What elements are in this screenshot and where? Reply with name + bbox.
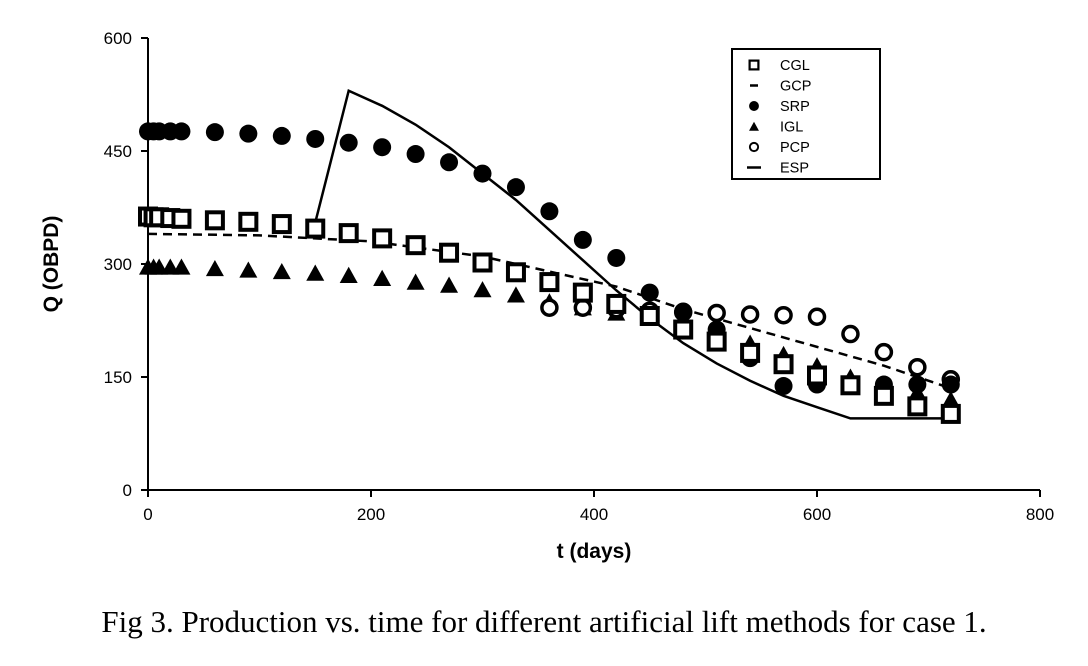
series-igl-point bbox=[406, 273, 425, 290]
legend-box bbox=[731, 48, 881, 180]
legend-marker-cgl bbox=[748, 59, 760, 71]
series-cgl-point bbox=[807, 365, 827, 386]
series-igl-point bbox=[941, 391, 960, 408]
series-srp-point bbox=[640, 283, 659, 302]
series-igl-point bbox=[172, 258, 191, 275]
series-srp-point bbox=[306, 129, 325, 148]
series-cgl-point bbox=[204, 210, 225, 231]
legend-label-igl: IGL bbox=[780, 120, 803, 136]
series-cgl-point bbox=[606, 293, 627, 314]
series-igl-point bbox=[440, 276, 459, 293]
series-cgl-point bbox=[673, 319, 694, 340]
series-pcp-point bbox=[807, 307, 827, 326]
y-tick-label: 450 bbox=[104, 142, 132, 161]
y-tick-label: 600 bbox=[104, 29, 132, 48]
x-tick-label: 0 bbox=[143, 505, 152, 524]
series-gcp-line bbox=[147, 232, 952, 390]
series-srp-point bbox=[941, 375, 960, 394]
x-tick-label: 600 bbox=[803, 505, 831, 524]
series-srp-point bbox=[573, 230, 592, 249]
series-igl-point bbox=[339, 266, 358, 283]
y-axis-title: Q (OBPD) bbox=[40, 216, 63, 313]
series-igl-point bbox=[306, 264, 325, 281]
series-srp-point bbox=[506, 178, 525, 197]
series-srp-point bbox=[373, 138, 392, 157]
series-cgl-point bbox=[505, 262, 526, 283]
series-srp-point bbox=[473, 164, 492, 183]
series-cgl-point bbox=[740, 342, 761, 363]
y-tick-label: 300 bbox=[104, 255, 132, 274]
series-srp-point bbox=[339, 133, 358, 152]
x-axis-title: t (days) bbox=[557, 540, 632, 563]
x-tick-label: 800 bbox=[1026, 505, 1054, 524]
axes: 0 200 400 600 800 0 150 300 450 600 t (days) Q (OBP… bbox=[40, 29, 1054, 563]
series-cgl-point bbox=[539, 272, 560, 293]
series-cgl-point bbox=[639, 305, 660, 326]
series-cgl-point bbox=[271, 214, 292, 235]
series-srp-point bbox=[607, 248, 626, 267]
series-igl-point bbox=[239, 261, 258, 278]
series-cgl-point bbox=[773, 354, 794, 375]
legend-marker-pcp bbox=[748, 141, 760, 153]
x-tick-label: 400 bbox=[580, 505, 608, 524]
legend-marker-igl bbox=[749, 121, 759, 131]
series-igl-point bbox=[272, 262, 291, 280]
series-cgl-point bbox=[439, 242, 460, 263]
legend-marker-srp bbox=[749, 101, 759, 111]
series-gcp bbox=[147, 232, 952, 390]
figure-caption: Fig 3. Production vs. time for different… bbox=[101, 604, 987, 639]
series-srp-point bbox=[172, 122, 191, 141]
series-esp-line bbox=[314, 88, 951, 420]
legend-label-cgl: CGL bbox=[780, 58, 810, 74]
series-pcp-point bbox=[540, 298, 559, 317]
legend-label-srp: SRP bbox=[780, 99, 810, 115]
series-cgl-point bbox=[372, 228, 393, 249]
series-srp-point bbox=[908, 375, 927, 394]
series-cgl-point bbox=[907, 396, 928, 417]
legend-label-gcp: GCP bbox=[780, 79, 811, 95]
series-layer bbox=[138, 88, 961, 424]
series-srp-point bbox=[440, 153, 459, 172]
series-cgl-point bbox=[873, 385, 894, 406]
legend-label-pcp: PCP bbox=[780, 140, 810, 156]
series-pcp-point bbox=[874, 342, 894, 362]
series-pcp-point bbox=[774, 305, 793, 325]
series-cgl-point bbox=[305, 218, 326, 239]
series-pcp-point bbox=[707, 303, 726, 323]
series-cgl-point bbox=[572, 282, 593, 303]
series-srp-point bbox=[205, 123, 224, 142]
series-srp-point bbox=[674, 302, 693, 321]
y-tick-label: 0 bbox=[123, 481, 132, 500]
series-pcp-point bbox=[841, 324, 860, 344]
series-esp bbox=[314, 88, 951, 420]
series-pcp-point bbox=[908, 357, 927, 377]
series-cgl-point bbox=[405, 235, 426, 256]
series-cgl-point bbox=[472, 252, 493, 273]
series-srp-point bbox=[272, 126, 291, 145]
y-tick-label: 150 bbox=[104, 368, 132, 387]
series-cgl-point bbox=[338, 223, 359, 244]
series-srp-point bbox=[540, 202, 559, 221]
legend-label-esp: ESP bbox=[780, 161, 809, 177]
series-cgl-point bbox=[238, 211, 259, 232]
series-cgl-point bbox=[171, 208, 192, 229]
series-igl-point bbox=[506, 286, 525, 303]
series-srp-point bbox=[774, 377, 793, 396]
series-igl-point bbox=[205, 259, 224, 277]
legend: CGL GCP SRP IGL PCP ESP bbox=[731, 48, 881, 180]
series-cgl-point bbox=[706, 331, 727, 352]
series-igl-point bbox=[473, 281, 492, 298]
x-tick-label: 200 bbox=[357, 505, 385, 524]
series-pcp-point bbox=[740, 305, 760, 324]
series-cgl-point bbox=[840, 375, 861, 396]
series-cgl-point bbox=[940, 403, 961, 424]
series-srp-point bbox=[239, 124, 258, 143]
series-igl-point bbox=[373, 269, 392, 286]
series-cgl bbox=[138, 206, 961, 424]
series-srp-point bbox=[406, 145, 425, 164]
